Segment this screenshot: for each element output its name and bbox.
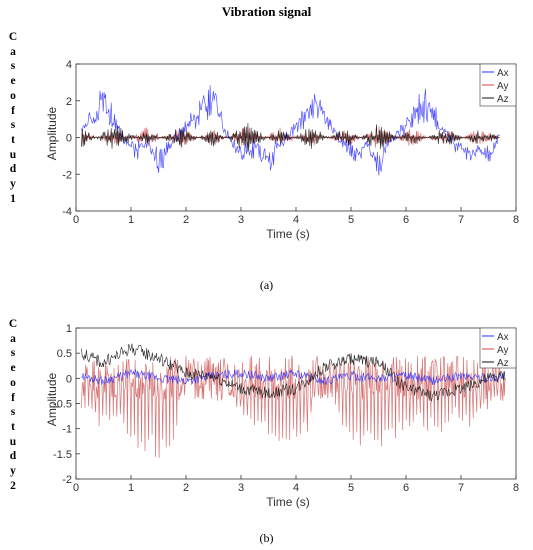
- x-tick-label: 7: [458, 214, 464, 226]
- series-line-ax-0: [81, 85, 500, 176]
- y-tick-label: 4: [66, 59, 72, 71]
- caption-a: (a): [259, 278, 274, 292]
- case-label-letter: y: [10, 465, 16, 478]
- case-label-letter: f: [11, 391, 15, 404]
- case-label-letter: s: [10, 119, 16, 132]
- case-label-letter: C: [8, 31, 18, 43]
- y-axis-label: Amplitude: [45, 373, 59, 427]
- case-label-letter: s: [10, 60, 16, 73]
- series-line-az-1: [81, 343, 506, 402]
- x-axis-label: Time (s): [266, 495, 310, 509]
- y-tick-label: 0: [66, 133, 72, 145]
- x-tick-label: 2: [183, 214, 189, 226]
- case-label-letter: o: [10, 376, 16, 389]
- case-label-letter: t: [11, 420, 15, 433]
- y-tick-label: -2: [62, 169, 72, 181]
- y-tick-label: -4: [62, 206, 72, 218]
- x-tick-label: 0: [73, 214, 79, 226]
- case-label-letter: d: [9, 450, 17, 463]
- x-tick-label: 8: [513, 482, 519, 494]
- x-tick-label: 6: [403, 482, 409, 494]
- x-tick-label: 1: [128, 482, 134, 494]
- x-tick-label: 6: [403, 214, 409, 226]
- case-label-letter: u: [9, 435, 17, 448]
- x-tick-label: 8: [513, 214, 519, 226]
- x-tick-label: 2: [183, 482, 189, 494]
- y-tick-label: 0.5: [57, 348, 72, 360]
- case-label-letter: a: [10, 332, 16, 345]
- y-tick-label: -2: [62, 474, 72, 486]
- x-tick-label: 1: [128, 214, 134, 226]
- y-tick-label: 0: [66, 373, 72, 385]
- legend-label-ax: Ax: [497, 68, 509, 79]
- y-tick-label: -1.5: [53, 449, 72, 461]
- x-axis-label: Time (s): [266, 227, 310, 241]
- x-tick-label: 0: [73, 482, 79, 494]
- case-label-letter: e: [10, 362, 16, 375]
- legend-label-ay: Ay: [497, 345, 509, 356]
- caption-b: (b): [259, 531, 274, 545]
- series-line-ay-1: [81, 355, 506, 459]
- x-tick-label: 4: [293, 214, 299, 226]
- x-tick-label: 5: [348, 482, 354, 494]
- case-label-letter: s: [10, 406, 16, 419]
- case-label-letter: e: [10, 75, 16, 88]
- y-tick-label: -0.5: [53, 399, 72, 411]
- legend-label-az: Az: [497, 358, 509, 369]
- legend-label-az: Az: [497, 94, 509, 105]
- series-line-az-0: [81, 123, 500, 152]
- legend-label-ay: Ay: [497, 81, 509, 92]
- series-line-ax-1: [81, 368, 506, 386]
- y-axis-label: Amplitude: [45, 107, 59, 161]
- x-tick-label: 7: [458, 482, 464, 494]
- case-label-letter: C: [8, 318, 18, 330]
- y-tick-label: -1: [62, 424, 72, 436]
- y-tick-label: 1: [66, 323, 72, 335]
- case-label-letter: a: [10, 45, 16, 58]
- case-label-letter: f: [11, 104, 15, 117]
- case-label-letter: 2: [10, 479, 16, 492]
- figure-title: Vibration signal: [221, 4, 312, 19]
- case-label-letter: u: [9, 148, 17, 161]
- case-label-letter: 1: [10, 192, 16, 205]
- legend-box-1: [479, 327, 517, 369]
- case-label-letter: s: [10, 347, 16, 360]
- x-tick-label: 4: [293, 482, 299, 494]
- x-tick-label: 3: [238, 214, 244, 226]
- legend-label-ax: Ax: [497, 332, 509, 343]
- case-label-letter: y: [10, 178, 16, 191]
- y-tick-label: 2: [66, 96, 72, 108]
- x-tick-label: 3: [238, 482, 244, 494]
- x-tick-label: 5: [348, 214, 354, 226]
- case-label-letter: t: [11, 133, 15, 146]
- case-label-letter: d: [9, 163, 17, 176]
- case-label-letter: o: [10, 89, 16, 102]
